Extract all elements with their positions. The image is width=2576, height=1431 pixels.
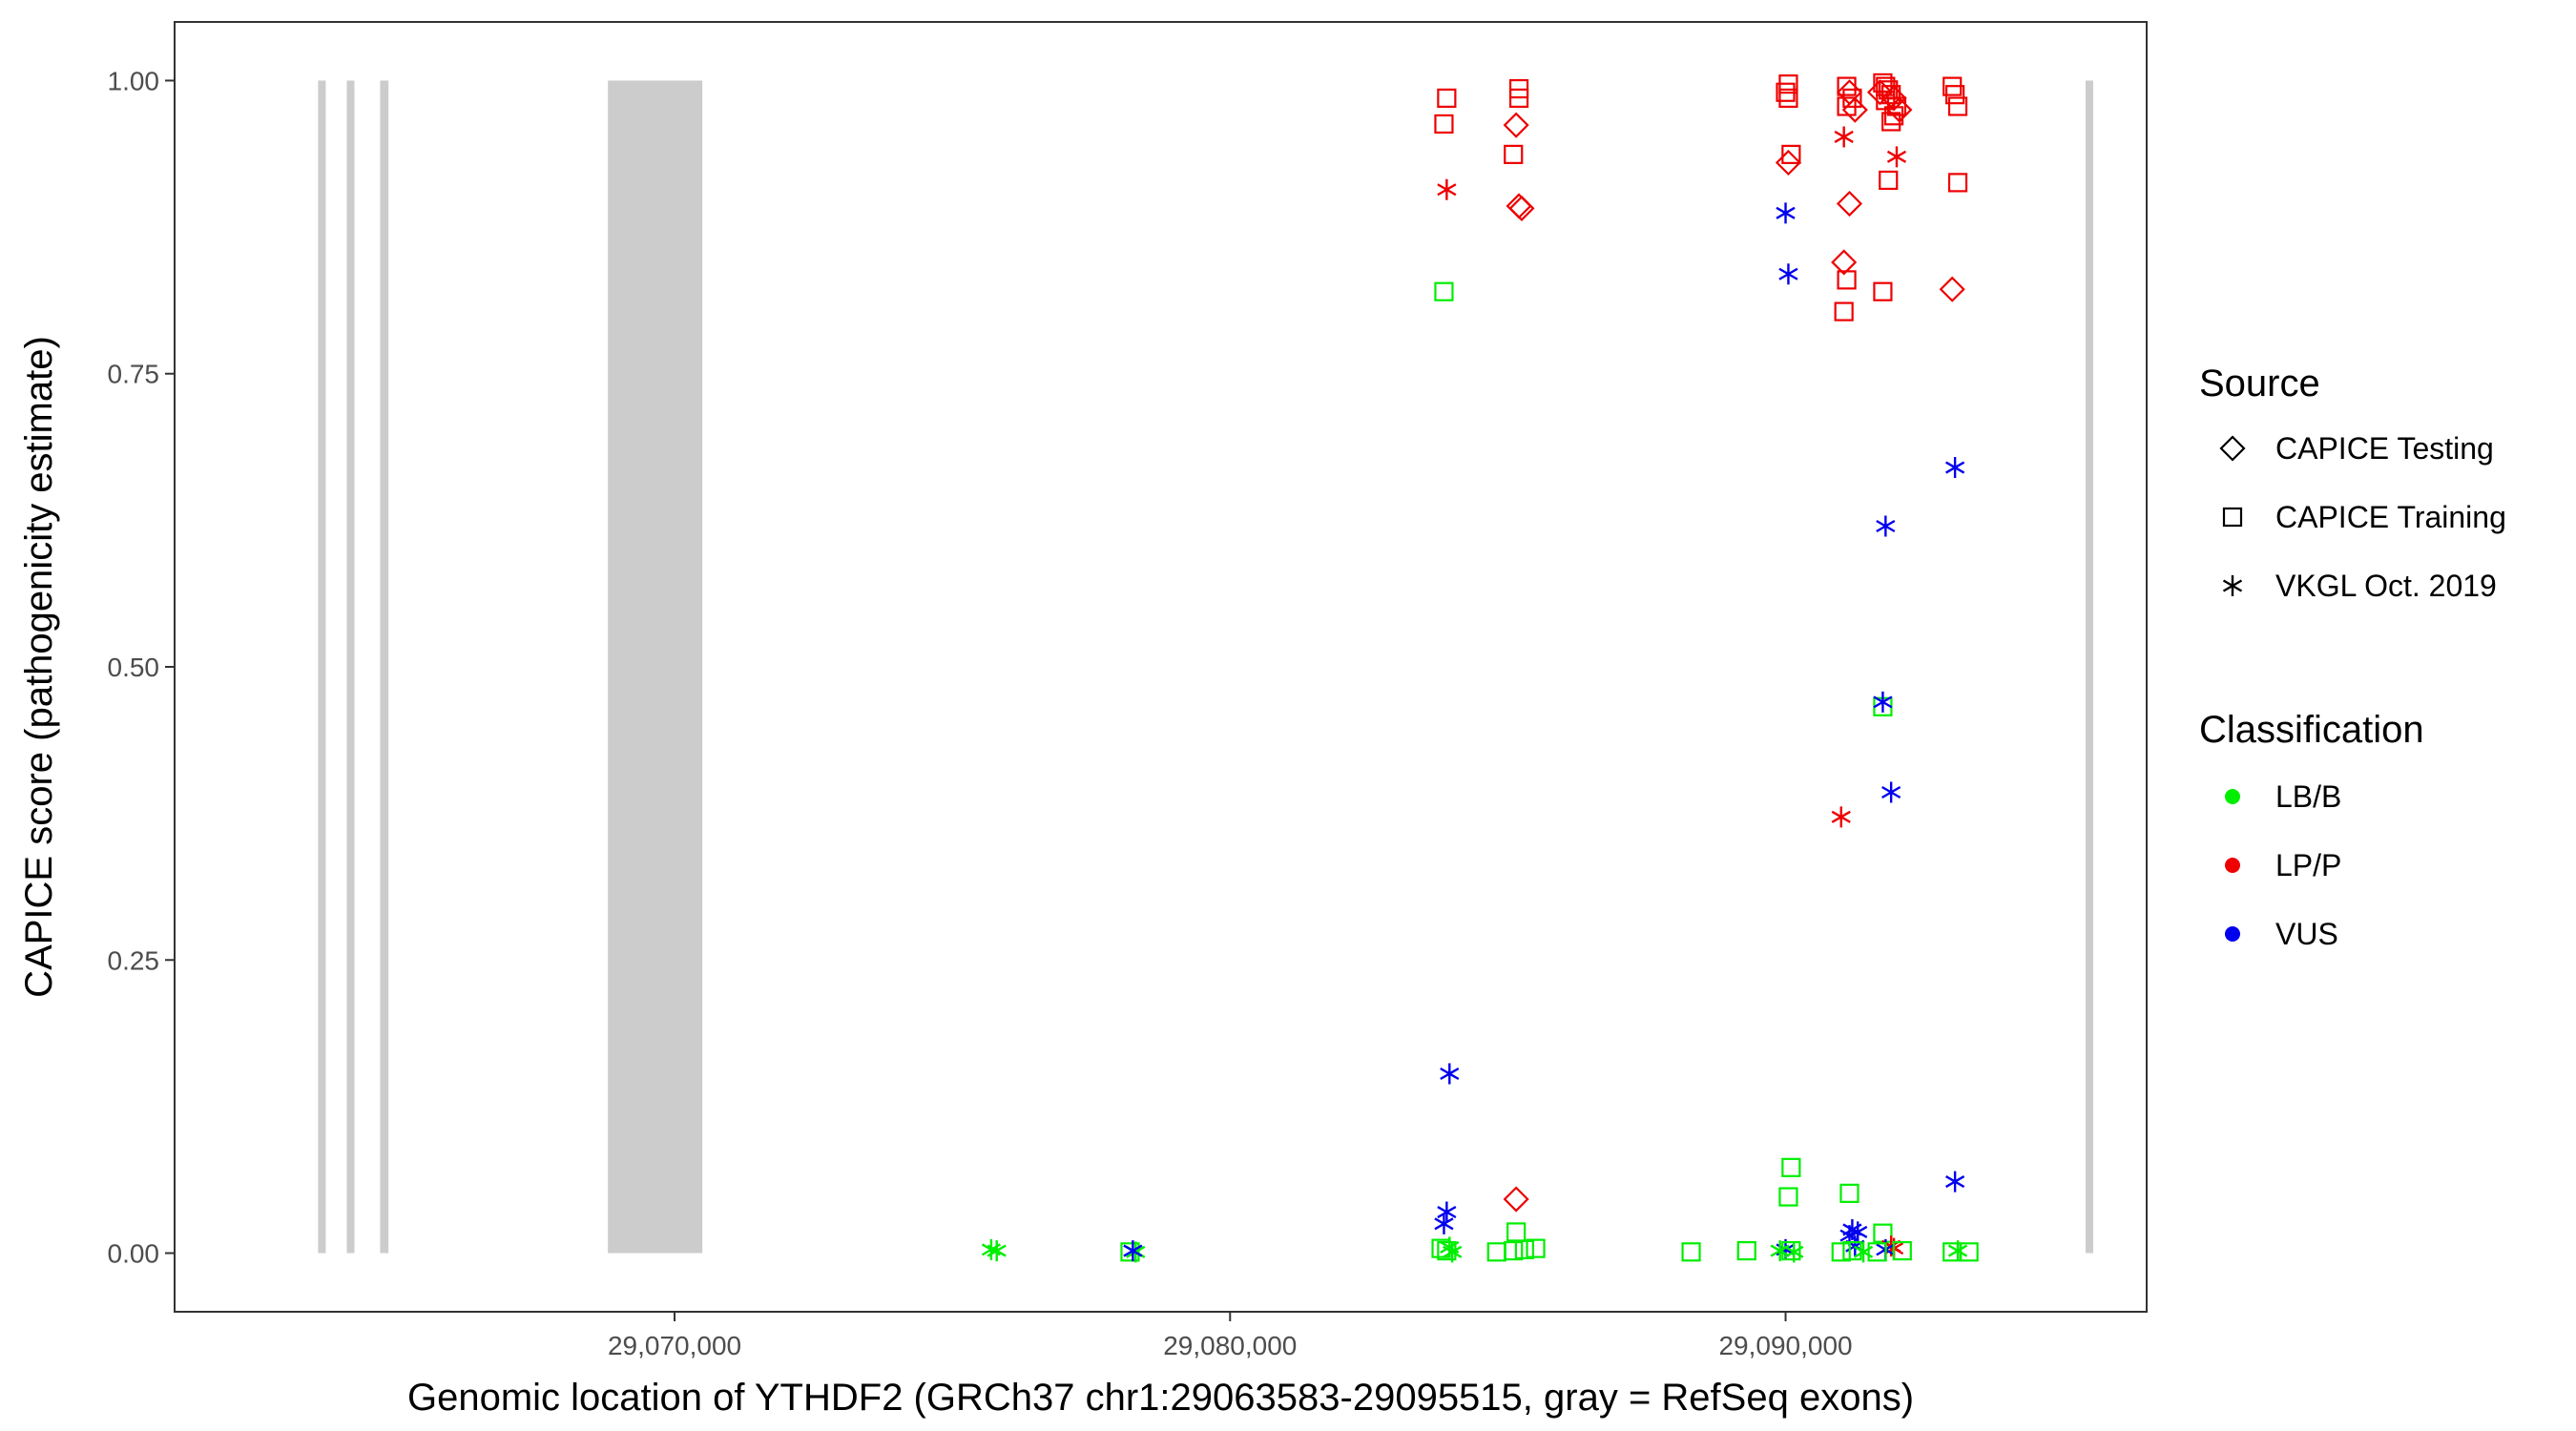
data-point (1775, 149, 1802, 176)
data-point (1778, 1187, 1798, 1207)
data-point (1503, 112, 1529, 138)
data-point (1947, 96, 1968, 116)
data-point (1778, 263, 1798, 285)
data-point (1778, 88, 1798, 108)
data-point (1503, 1186, 1529, 1213)
data-point (1434, 1213, 1454, 1234)
data-point (1831, 806, 1851, 828)
data-point (1781, 1157, 1801, 1177)
data-point (1945, 1171, 1965, 1192)
y-tick-label: 0.50 (108, 653, 160, 682)
data-point (1504, 144, 1524, 164)
data-point (1437, 88, 1457, 108)
legend-classification: Classification LB/B LP/P VUS (2199, 709, 2424, 951)
data-point (1837, 96, 1857, 116)
legend-classification-title: Classification (2199, 709, 2424, 751)
axes-layer: 0.00 0.25 0.50 0.75 1.00 29,070,000 29,080,000… (108, 66, 1853, 1360)
data-point (1514, 1239, 1534, 1259)
data-point (1504, 1240, 1524, 1261)
data-point (1881, 85, 1901, 105)
data-point (1867, 1242, 1887, 1262)
data-point (987, 1240, 1007, 1262)
data-point (1834, 126, 1854, 148)
data-point (1440, 1236, 1460, 1258)
x-tick-label: 29,070,000 (608, 1331, 741, 1360)
data-point (1873, 691, 1893, 713)
y-tick-label: 0.25 (108, 945, 160, 975)
data-point (1123, 1240, 1143, 1262)
data-point (1508, 88, 1529, 108)
data-point (1434, 281, 1454, 301)
legend-source-label: CAPICE Training (2275, 500, 2506, 534)
legend-source-label: VKGL Oct. 2019 (2275, 569, 2497, 603)
data-point (1831, 249, 1858, 276)
y-axis-title: CAPICE score (pathogenicity estimate) (18, 336, 60, 998)
data-point (1781, 1240, 1801, 1261)
legend-key-square (2222, 507, 2243, 528)
data-point (1876, 515, 1896, 537)
data-point (1120, 1242, 1140, 1262)
legend-source: Source CAPICE Testing CAPICE Training VKGL… (2199, 363, 2506, 603)
data-point (1508, 195, 1535, 221)
data-point (1848, 1221, 1868, 1243)
data-point (1959, 1242, 1979, 1262)
data-point (1841, 96, 1868, 123)
data-point (1873, 281, 1893, 301)
exon-bar (380, 80, 389, 1254)
data-point (1437, 178, 1457, 200)
legend-classification-label: LB/B (2275, 779, 2341, 814)
data-point (1437, 1201, 1457, 1223)
data-point (1945, 457, 1965, 479)
data-point (1947, 173, 1968, 193)
data-point (1881, 112, 1901, 132)
data-point (1892, 1240, 1912, 1261)
data-point (1781, 144, 1801, 164)
data-point (1883, 106, 1904, 126)
data-point (1776, 82, 1796, 102)
data-point (1836, 190, 1863, 218)
data-point (1681, 1242, 1701, 1262)
exon-bar (608, 80, 703, 1254)
legend-source-title: Source (2199, 363, 2320, 404)
exon-layer (318, 80, 2093, 1254)
data-point (1837, 270, 1857, 290)
data-point (1776, 202, 1796, 224)
legend-key-dot (2225, 789, 2240, 804)
legend-classification-label: VUS (2275, 917, 2338, 951)
data-point (1736, 1240, 1756, 1261)
data-point (1881, 781, 1901, 803)
data-point (1770, 1240, 1790, 1262)
exon-bar (318, 80, 326, 1254)
y-tick-label: 0.00 (108, 1239, 160, 1269)
data-point (1886, 146, 1907, 168)
legend-key-dot (2225, 858, 2240, 873)
x-tick-label: 29,090,000 (1718, 1331, 1852, 1360)
legend-source-label: CAPICE Testing (2275, 431, 2494, 466)
points-layer (981, 73, 1979, 1263)
data-point (1866, 79, 1894, 106)
data-point (1834, 301, 1854, 321)
legend-key-diamond (2219, 435, 2246, 462)
legend-key-dot (2225, 926, 2240, 942)
x-tick-label: 29,080,000 (1163, 1331, 1297, 1360)
data-point (1831, 1242, 1851, 1262)
exon-bar (346, 80, 355, 1254)
data-point (1839, 1183, 1859, 1203)
legend-key-asterisk (2222, 575, 2243, 596)
x-axis-title: Genomic location of YTHDF2 (GRCh37 chr1:… (407, 1377, 1914, 1419)
data-point (1879, 170, 1899, 191)
data-point (1434, 114, 1454, 135)
y-tick-label: 0.75 (108, 360, 160, 389)
data-point (1440, 1063, 1460, 1085)
data-point (1526, 1238, 1546, 1258)
data-point (1947, 1240, 1968, 1262)
data-point (1945, 85, 1965, 105)
data-point (1939, 276, 1965, 302)
exon-bar (2085, 80, 2093, 1254)
legend-classification-label: LP/P (2275, 848, 2341, 882)
y-tick-label: 1.00 (108, 66, 160, 95)
